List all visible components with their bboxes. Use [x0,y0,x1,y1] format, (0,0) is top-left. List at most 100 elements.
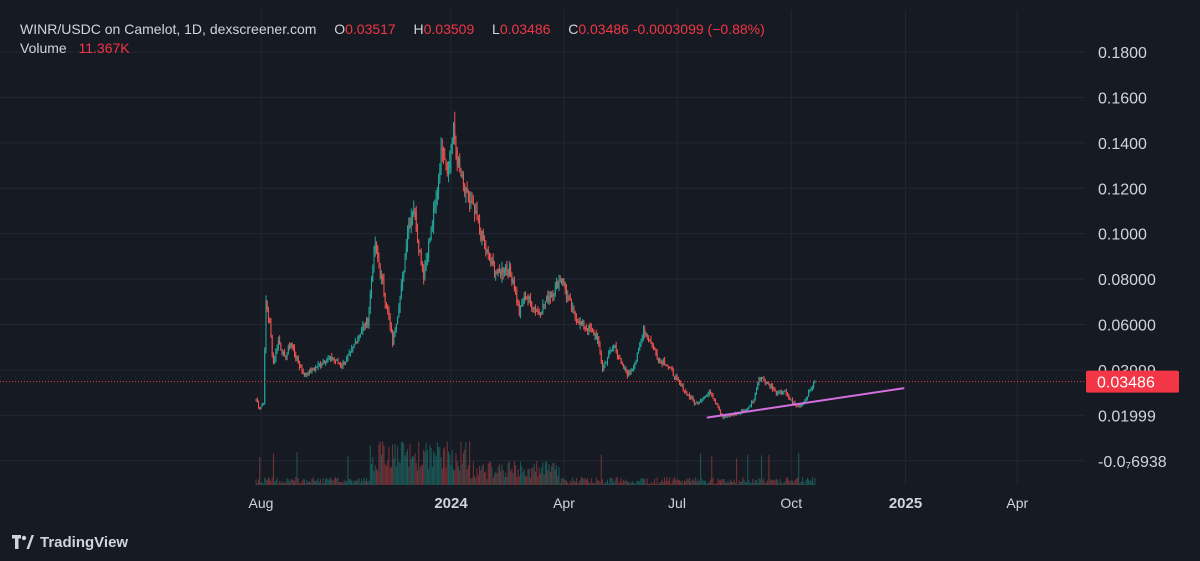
volume-bar [542,462,544,485]
volume-bar [547,470,549,485]
candle-body [521,305,523,307]
volume-bar [762,480,764,485]
candle-body [671,367,673,371]
candle-body [718,407,720,410]
candle-body [362,326,364,331]
volume-bar [718,480,720,485]
volume-bar [719,480,721,485]
candle-body [563,282,565,284]
candle-body [547,295,549,302]
volume-bar [744,482,746,485]
candle-body [811,386,813,390]
candle-body [258,402,260,407]
volume-bar [313,481,315,485]
candle-body [793,402,795,404]
candle-body [466,187,468,192]
candle-body [461,174,463,177]
volume-bar [651,482,653,485]
candle-body [654,347,656,350]
volume-bar [479,465,481,485]
candle-body [441,148,443,151]
symbol-title[interactable]: WINR/USDC on Camelot, 1D, dexscreener.co… [20,21,317,37]
volume-bar [513,461,515,485]
candle-body [369,293,371,309]
candle-body [680,382,682,386]
candle-body [289,346,291,348]
volume-bar [696,480,698,485]
candle-body [579,321,581,325]
candle-body [557,282,559,289]
volume-bar [520,461,522,485]
candle-body [722,415,724,419]
trendline[interactable] [706,387,905,419]
x-axis[interactable]: Aug 2024 Apr Jul Oct 2025 Apr [249,495,1029,512]
volume-bar [674,477,676,485]
candle-body [604,363,606,367]
volume-bar [303,479,305,485]
candle-body [559,280,561,282]
volume-bar [600,454,602,485]
candle-body [452,123,454,141]
volume-bar [457,466,459,485]
candle-body [523,295,525,304]
candle-body [712,395,714,399]
tradingview-logo[interactable]: TradingView [12,532,128,552]
volume-bar [691,479,693,485]
volume-bar [759,479,761,485]
volume-bar [522,472,524,485]
candle-body [485,243,487,251]
volume-bar [444,447,446,485]
volume-bar [518,476,520,485]
candle-body [777,393,779,396]
candle-body [380,275,382,278]
candle-body [784,390,786,392]
candle-body [513,280,515,290]
volume-bar [419,467,421,485]
volume-bar [667,481,669,485]
candle-body [789,398,791,400]
candle-body [628,372,630,376]
candle-body [460,168,462,177]
volume-bar [737,483,739,485]
volume-bar [507,462,509,485]
volume-bar [801,477,803,485]
candle-body [541,312,543,316]
volume-bar [495,471,497,485]
candle-body [372,271,374,282]
volume-bar [297,478,299,485]
candle-body [565,289,567,297]
candle-body [444,156,446,160]
volume-bar [782,483,784,485]
candle-body [302,370,304,375]
volume-bar [362,480,364,485]
volume-bar [723,478,725,485]
y-axis[interactable]: 0.1800 0.1600 0.1400 0.1200 0.1000 0.08000 0.0… [1098,45,1167,471]
candle-body [785,390,787,394]
candle-body [602,363,604,371]
candle-body [598,336,600,343]
volume-bar [685,481,687,485]
candle-body [646,333,648,338]
volume-bar [316,480,318,485]
candle-body [255,399,257,401]
volume-bar [347,455,349,485]
change-value: -0.0003099 (−0.88%) [632,21,765,37]
volume-bar [646,478,648,485]
candle-body [728,415,730,417]
volume-bar [270,481,272,485]
volume-bar [656,477,658,485]
candle-body [385,302,387,309]
candle-body [277,339,279,349]
candle-body [470,200,472,202]
candle-body [809,389,811,391]
volume-bar [320,479,322,485]
volume-bar [583,479,585,485]
candle-body [358,335,360,339]
candle-body [652,347,654,349]
candle-body [692,397,694,401]
volume-bar [264,477,266,485]
volume-bar [603,483,605,485]
candle-body [748,406,750,408]
candle-body [291,343,293,346]
